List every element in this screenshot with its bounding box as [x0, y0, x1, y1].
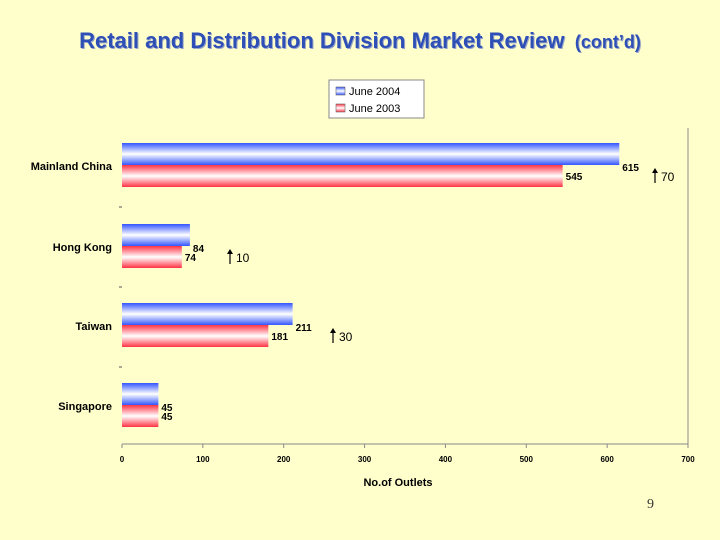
legend-swatch: [335, 86, 346, 96]
bar-june-2004: [122, 303, 293, 325]
data-label: 181: [271, 332, 288, 343]
data-label: 545: [566, 172, 583, 183]
plot-area: 0 100 200 300 400 500 600 700 No.of Outlets 615 54…: [31, 128, 695, 489]
slide-title-suffix: (cont’d): [574, 32, 641, 52]
bar-june-2003: [122, 246, 182, 268]
x-tick-label: 200: [277, 455, 291, 464]
data-label: 84: [193, 244, 205, 255]
x-axis-title: No.of Outlets: [363, 477, 432, 489]
data-label: 615: [622, 163, 639, 174]
x-tick-label: 100: [196, 455, 210, 464]
up-arrowhead-icon: [330, 328, 336, 333]
change-annotation: 10: [227, 249, 250, 265]
bar-june-2003: [122, 325, 269, 347]
x-tick-label: 400: [439, 455, 453, 464]
legend-label: June 2004: [349, 86, 400, 98]
legend-swatch: [335, 103, 346, 113]
category-label: Mainland China: [31, 161, 113, 173]
slide-title-main: Retail and Distribution Division Market …: [79, 28, 565, 53]
data-label: 45: [161, 412, 173, 423]
change-annotation: 30: [330, 328, 353, 344]
annotation-label: 30: [339, 330, 353, 344]
legend-label: June 2003: [349, 103, 400, 115]
x-tick-label: 600: [600, 455, 614, 464]
x-tick-label: 700: [681, 455, 695, 464]
up-arrowhead-icon: [652, 168, 658, 173]
x-tick-label: 0: [120, 455, 125, 464]
page-number: 9: [647, 497, 654, 512]
up-arrowhead-icon: [227, 249, 233, 254]
bar-june-2004: [122, 383, 159, 405]
data-label: 45: [161, 403, 173, 414]
bar-june-2004: [122, 224, 190, 246]
annotation-label: 70: [661, 170, 675, 184]
category-label: Hong Kong: [53, 242, 112, 254]
category-label: Taiwan: [76, 321, 113, 333]
x-tick-label: 500: [520, 455, 534, 464]
x-tick-label: 300: [358, 455, 372, 464]
annotation-label: 10: [236, 251, 250, 265]
change-annotation: 70: [652, 168, 675, 184]
data-label: 74: [185, 253, 197, 264]
data-label: 211: [296, 323, 313, 334]
chart-legend: June 2004 June 2003: [328, 79, 425, 119]
bar-june-2003: [122, 165, 563, 187]
bar-june-2004: [122, 143, 620, 165]
slide-title: Retail and Distribution Division Market …: [0, 28, 720, 54]
category-label: Singapore: [58, 401, 112, 413]
bar-june-2003: [122, 405, 159, 427]
